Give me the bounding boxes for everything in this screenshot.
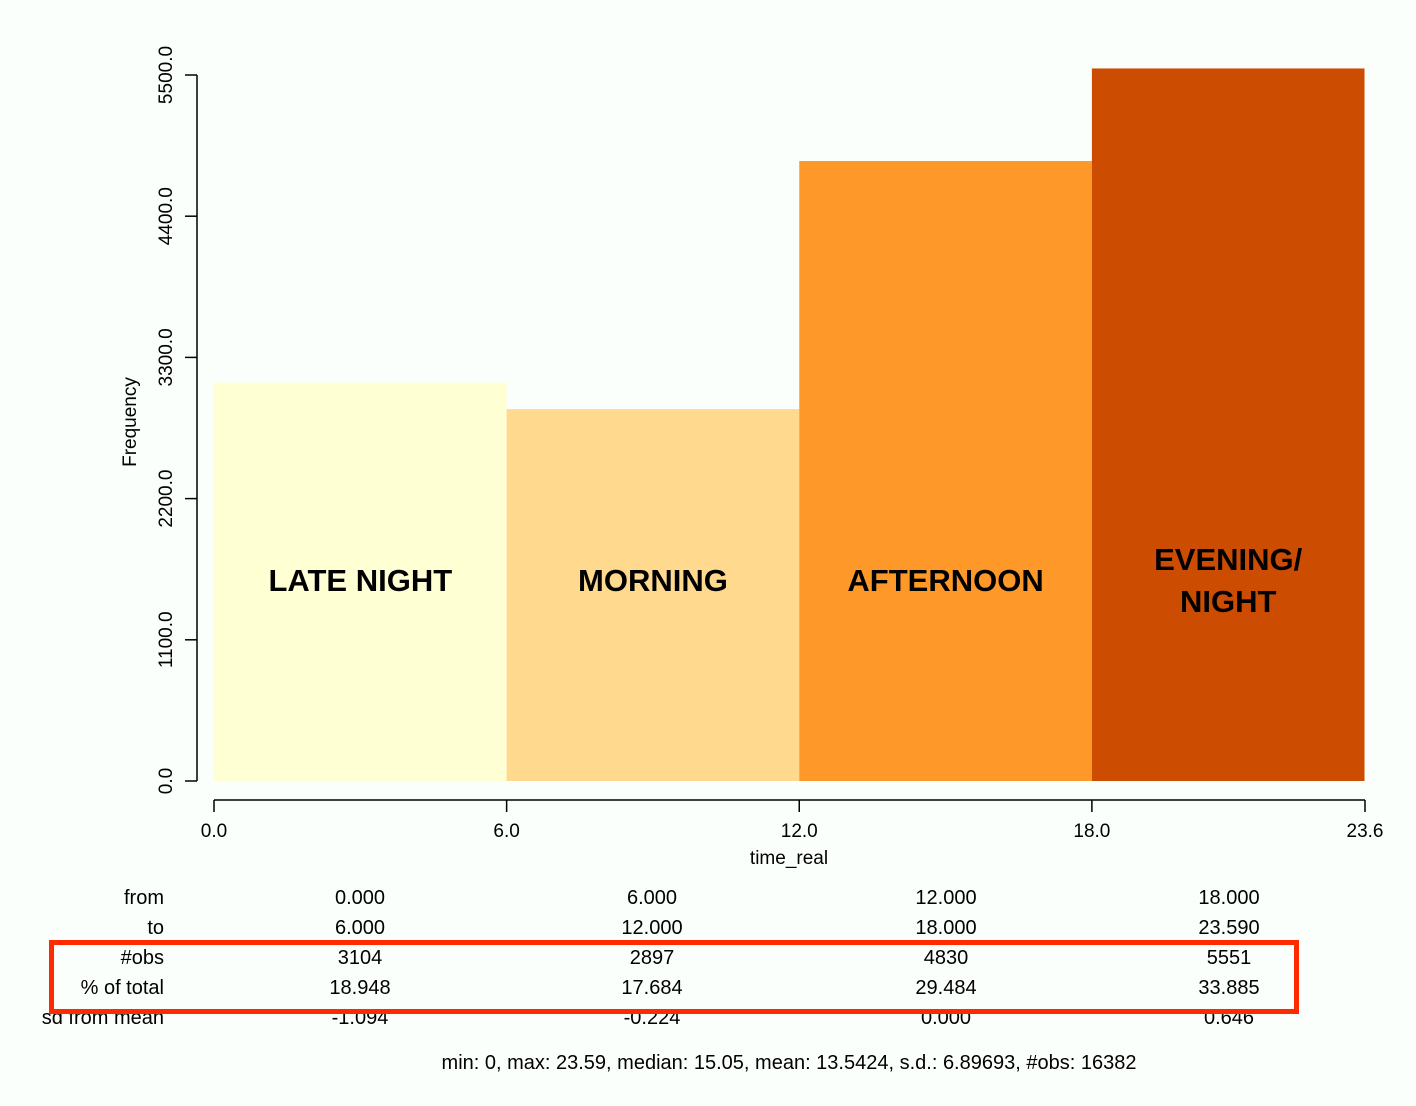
x-tick-label-0: 0.0 xyxy=(201,821,227,842)
table-cell: 18.000 xyxy=(915,917,977,939)
histogram-chart: LATE NIGHT MORNING AFTERNOONEVENING/NIGHT … xyxy=(120,46,1384,869)
table-cell: 18.948 xyxy=(329,977,391,999)
bar-label-2: AFTERNOON xyxy=(847,563,1043,598)
table-row: from 0.000 6.000 12.000 18.000 xyxy=(0,883,1416,913)
y-tick-label-0: 0.0 xyxy=(156,768,177,794)
bar-0 xyxy=(214,382,507,781)
bar-1 xyxy=(506,409,800,781)
y-tick-label-4: 4400.0 xyxy=(156,187,177,245)
y-tick-label-5: 5500.0 xyxy=(156,46,177,104)
table-row: % of total 18.948 17.684 29.484 33.885 xyxy=(0,973,1416,1003)
table-cell: -1.094 xyxy=(331,1007,389,1029)
table-row: #obs 3104 2897 4830 5551 xyxy=(0,943,1416,973)
table-cell: 4830 xyxy=(923,947,969,969)
table-cell: 12.000 xyxy=(621,917,683,939)
table-cell: 17.684 xyxy=(621,977,683,999)
table-cell: 6.000 xyxy=(334,917,386,939)
table-cell: 18.000 xyxy=(1198,887,1260,909)
summary-line: min: 0, max: 23.59, median: 15.05, mean:… xyxy=(441,1052,1137,1074)
table-cell: 29.484 xyxy=(915,977,977,999)
x-axis: 0.0 6.0 12.0 18.0 23.6 xyxy=(201,799,1384,842)
table-row: sd from mean -1.094 -0.224 0.000 0.646 xyxy=(0,1003,1416,1033)
row-label: % of total xyxy=(80,977,164,999)
y-tick-label-3: 3300.0 xyxy=(156,328,177,386)
bars-group xyxy=(214,68,1365,782)
y-tick-label-2: 2200.0 xyxy=(156,470,177,528)
table-cell: 2897 xyxy=(629,947,675,969)
row-label: to xyxy=(147,917,164,939)
row-label: sd from mean xyxy=(41,1007,164,1029)
x-tick-label-4: 23.6 xyxy=(1347,821,1384,842)
x-tick-label-1: 6.0 xyxy=(493,821,519,842)
bar-label-3: EVENING/NIGHT xyxy=(1154,542,1303,619)
row-label: #obs xyxy=(120,947,164,969)
table-cell: 0.000 xyxy=(334,887,386,909)
bar-2 xyxy=(799,161,1092,781)
bar-3 xyxy=(1091,68,1365,782)
y-axis-title: Frequency xyxy=(120,377,141,467)
y-axis: 0.0 1100.0 2200.0 3300.0 4400.0 5500.0 xyxy=(156,46,198,794)
table-row: to 6.000 12.000 18.000 23.590 xyxy=(0,913,1416,943)
bar-label-1: MORNING xyxy=(578,563,728,598)
table-cell: 33.885 xyxy=(1198,977,1260,999)
table-cell: 3104 xyxy=(337,947,383,969)
row-label: from xyxy=(124,887,164,909)
x-axis-title: time_real xyxy=(750,848,828,869)
table-cell: 23.590 xyxy=(1198,917,1260,939)
table-cell: 6.000 xyxy=(626,887,678,909)
stats-table: from 0.000 6.000 12.000 18.000 to 6.000 12.000 1… xyxy=(0,883,1416,1033)
y-tick-label-1: 1100.0 xyxy=(156,611,177,668)
table-cell: 12.000 xyxy=(915,887,977,909)
table-cell: -0.224 xyxy=(623,1007,681,1029)
bar-labels-group: LATE NIGHT MORNING AFTERNOON EVENING/NIGHT xyxy=(268,542,1302,619)
table-cell: 0.646 xyxy=(1203,1007,1255,1029)
x-tick-label-3: 18.0 xyxy=(1073,821,1110,842)
x-tick-label-2: 12.0 xyxy=(781,821,818,842)
bar-label-0: LATE NIGHT xyxy=(268,563,452,598)
table-cell: 5551 xyxy=(1206,947,1252,969)
table-cell: 0.000 xyxy=(920,1007,972,1029)
